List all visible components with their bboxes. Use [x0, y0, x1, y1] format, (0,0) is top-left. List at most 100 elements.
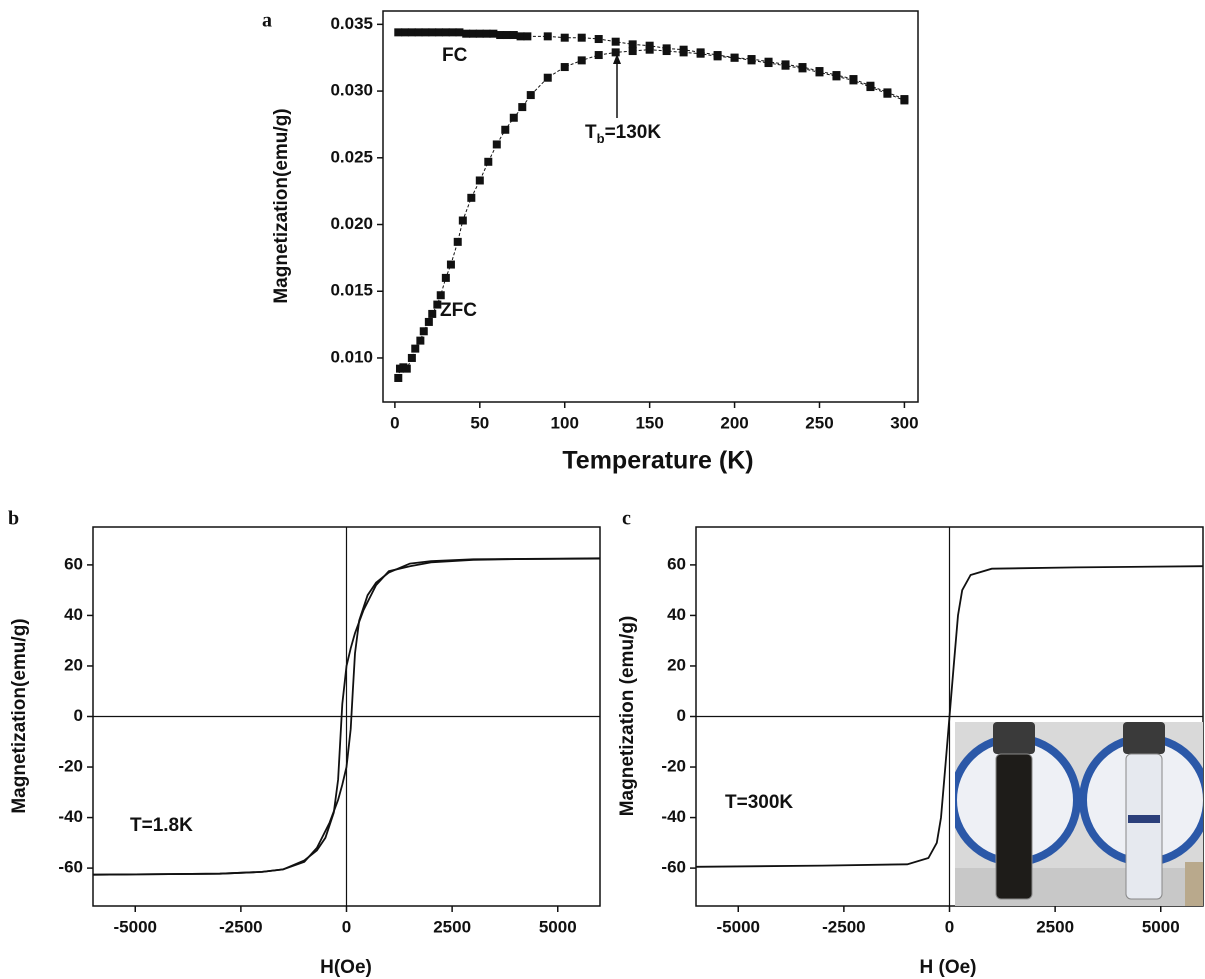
data-marker — [730, 53, 739, 62]
data-marker — [407, 28, 416, 37]
data-marker — [407, 353, 416, 362]
data-marker — [611, 37, 620, 46]
y-tick-label: 60 — [64, 554, 83, 573]
data-marker — [594, 51, 603, 60]
y-tick-label: 20 — [64, 655, 83, 674]
x-tick-label: -5000 — [717, 917, 760, 936]
y-tick-label: -40 — [58, 807, 83, 826]
data-marker — [435, 28, 444, 37]
data-marker — [482, 29, 491, 38]
data-marker — [628, 47, 637, 56]
temperature-label: T=1.8K — [130, 815, 193, 836]
series-line — [397, 49, 905, 379]
y-tick-label: 0.010 — [330, 347, 373, 366]
data-marker — [747, 56, 756, 65]
data-marker — [577, 33, 586, 42]
x-tick-label: 5000 — [539, 917, 577, 936]
y-tick-label: -20 — [661, 757, 686, 776]
data-marker — [424, 317, 433, 326]
y-tick-label: 40 — [667, 605, 686, 624]
data-marker — [781, 61, 790, 70]
data-marker — [764, 59, 773, 68]
label-part: =130K — [605, 122, 662, 143]
data-marker — [453, 237, 462, 246]
y-tick-label: 0.030 — [330, 81, 373, 100]
x-tick-label: 2500 — [433, 917, 471, 936]
y-tick-label: 20 — [667, 655, 686, 674]
label-part: T — [585, 122, 597, 143]
data-marker — [832, 72, 841, 81]
x-tick-label: 0 — [945, 917, 954, 936]
y-tick-label: -60 — [661, 858, 686, 877]
data-marker — [436, 291, 445, 300]
data-marker — [679, 48, 688, 57]
data-marker — [401, 28, 410, 37]
plot-frame — [695, 526, 1204, 907]
data-marker — [416, 336, 425, 345]
data-marker — [849, 76, 858, 85]
y-tick-label: 0.020 — [330, 214, 373, 233]
data-marker — [446, 260, 455, 269]
y-tick-label: 0 — [677, 706, 686, 725]
data-marker — [713, 52, 722, 61]
y-tick-label: 0.035 — [330, 14, 373, 33]
data-marker — [496, 31, 505, 40]
x-tick-label: 250 — [805, 413, 833, 432]
data-marker — [462, 29, 471, 38]
data-marker — [419, 327, 428, 336]
y-axis-title: Magnetization (emu/g) — [617, 616, 638, 817]
x-axis-title: Temperature (K) — [562, 447, 753, 475]
data-marker — [394, 28, 403, 37]
series-line — [92, 557, 601, 876]
series-label: ZFC — [440, 300, 477, 321]
x-tick-label: 0 — [342, 917, 351, 936]
plot-frame — [382, 10, 919, 403]
label-part: b — [597, 131, 605, 146]
y-axis-title: Magnetization(emu/g) — [9, 618, 30, 813]
data-marker — [448, 28, 457, 37]
y-tick-label: -40 — [661, 807, 686, 826]
x-tick-label: 100 — [551, 413, 579, 432]
data-marker — [455, 28, 464, 37]
x-tick-label: 5000 — [1142, 917, 1180, 936]
y-tick-label: 0.015 — [330, 281, 373, 300]
inset-photo — [955, 722, 1203, 906]
data-marker — [560, 63, 569, 72]
y-tick-label: 40 — [64, 605, 83, 624]
annotation-arrowhead — [613, 54, 621, 64]
data-marker — [509, 31, 518, 40]
data-marker — [469, 29, 478, 38]
data-marker — [594, 35, 603, 44]
x-tick-label: 150 — [635, 413, 663, 432]
data-marker — [645, 45, 654, 54]
data-marker — [645, 41, 654, 50]
data-marker — [523, 32, 532, 41]
data-marker — [883, 89, 892, 98]
data-marker — [502, 31, 511, 40]
data-marker — [662, 47, 671, 56]
data-marker — [421, 28, 430, 37]
data-marker — [516, 32, 525, 41]
data-marker — [543, 32, 552, 41]
data-marker — [866, 83, 875, 92]
x-tick-label: 200 — [720, 413, 748, 432]
y-tick-label: 0.025 — [330, 147, 373, 166]
data-marker — [798, 64, 807, 73]
data-marker — [411, 344, 420, 353]
x-axis-title: H(Oe) — [320, 957, 372, 978]
data-marker — [475, 176, 484, 185]
data-marker — [696, 49, 705, 58]
y-axis-title: Magnetization(emu/g) — [271, 108, 292, 303]
data-marker — [428, 309, 437, 318]
data-marker — [441, 273, 450, 282]
panel-label: a — [262, 10, 272, 32]
x-axis-title: H (Oe) — [920, 957, 977, 978]
data-marker — [815, 68, 824, 77]
blocking-temp-label: Tb=130K — [585, 122, 661, 146]
data-marker — [441, 28, 450, 37]
data-marker — [433, 300, 442, 309]
data-marker — [428, 28, 437, 37]
y-tick-label: -20 — [58, 757, 83, 776]
